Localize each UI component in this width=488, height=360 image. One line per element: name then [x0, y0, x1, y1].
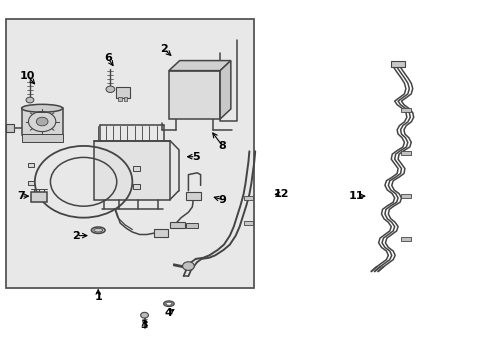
Bar [400, 151, 410, 155]
Text: 5: 5 [191, 152, 199, 162]
Text: 7: 7 [17, 191, 25, 201]
Bar [21, 108, 62, 135]
Text: 2: 2 [72, 231, 80, 240]
Bar [21, 134, 62, 141]
Ellipse shape [91, 227, 105, 233]
Text: 6: 6 [104, 53, 112, 63]
Bar [400, 194, 410, 198]
Bar [27, 181, 34, 185]
Text: 1: 1 [94, 292, 102, 302]
Bar [400, 237, 410, 241]
Bar [27, 163, 34, 167]
Bar [94, 140, 169, 200]
Text: 10: 10 [20, 71, 35, 81]
Circle shape [182, 262, 194, 270]
Bar [400, 108, 410, 112]
Text: 11: 11 [348, 191, 364, 201]
Text: 9: 9 [218, 195, 226, 205]
Circle shape [106, 86, 115, 93]
Bar [185, 224, 198, 228]
Bar [5, 125, 14, 132]
Bar [133, 184, 140, 189]
Text: 4: 4 [164, 308, 172, 318]
Bar [243, 221, 253, 225]
Circle shape [36, 117, 48, 126]
Ellipse shape [21, 104, 62, 112]
Bar [5, 19, 254, 288]
Bar [124, 97, 127, 101]
Text: 2: 2 [160, 44, 167, 54]
Text: 3: 3 [141, 320, 148, 330]
Bar [185, 192, 200, 200]
Text: 8: 8 [218, 141, 226, 151]
Bar [168, 71, 220, 119]
Polygon shape [220, 60, 230, 119]
Bar [116, 87, 130, 98]
Bar [390, 60, 405, 67]
Text: 12: 12 [273, 189, 288, 199]
Polygon shape [168, 60, 230, 71]
Bar [169, 222, 184, 228]
Ellipse shape [165, 302, 171, 305]
Bar [118, 97, 122, 101]
Circle shape [141, 312, 148, 318]
Bar [133, 166, 140, 171]
Circle shape [26, 97, 34, 103]
Bar [31, 192, 47, 202]
Ellipse shape [163, 301, 174, 307]
Bar [243, 196, 253, 200]
Bar [154, 229, 167, 237]
